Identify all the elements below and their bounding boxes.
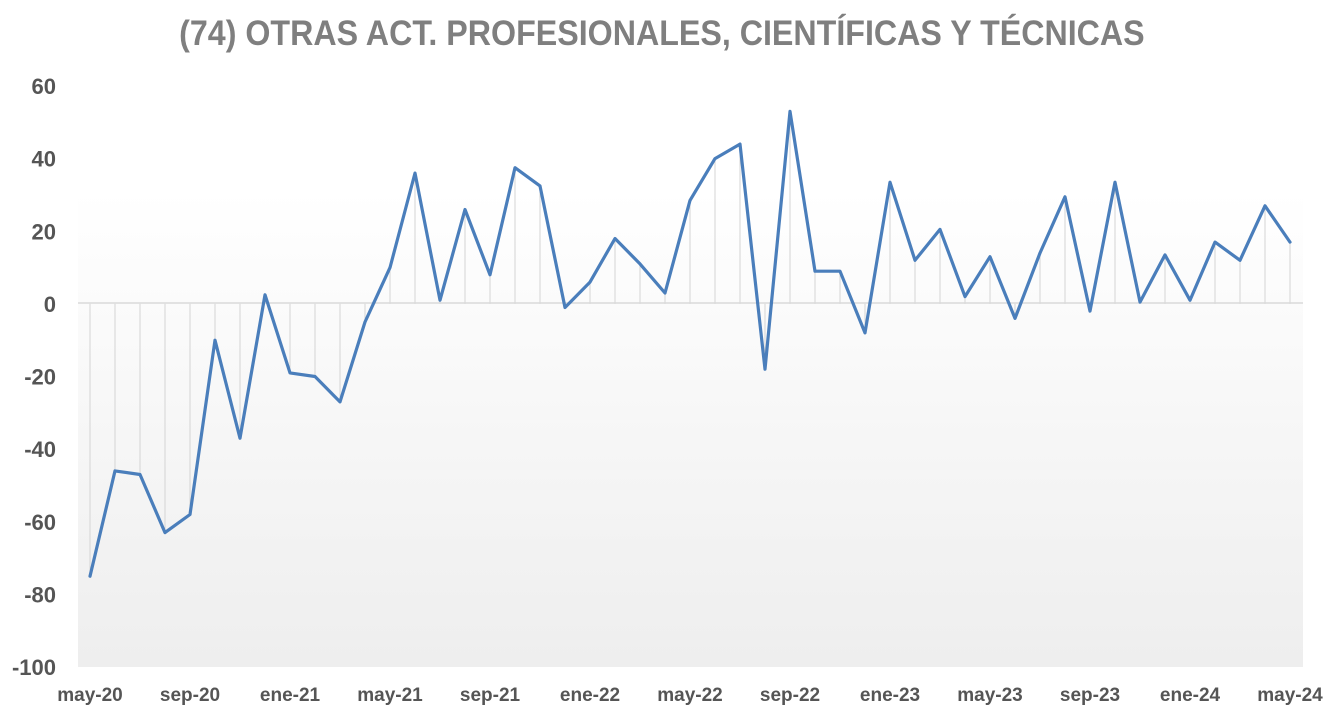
drop-lines [89, 111, 1291, 577]
y-tick-label: -80 [24, 582, 56, 607]
x-tick-label: may-22 [657, 685, 723, 706]
y-tick-label: 20 [32, 219, 56, 244]
x-tick-label: may-23 [957, 685, 1023, 706]
y-axis: 60 40 20 0 -20 -40 -60 -80 -100 [12, 74, 56, 680]
y-tick-label: -20 [24, 365, 56, 390]
series-line [88, 109, 1292, 578]
y-tick-label: 0 [44, 292, 56, 317]
plot-area [78, 86, 1303, 667]
x-tick-label: sep-21 [460, 685, 521, 706]
x-tick-label: may-21 [357, 685, 423, 706]
y-tick-label: -100 [12, 655, 56, 680]
x-tick-label: sep-22 [760, 685, 820, 706]
x-axis: may-20 sep-20 ene-21 may-21 sep-21 ene-22 may-… [57, 685, 1323, 706]
chart-title: (74) OTRAS ACT. PROFESIONALES, CIENTÍFIC… [179, 14, 1145, 53]
y-tick-label: -40 [24, 437, 56, 462]
x-tick-label: ene-21 [260, 685, 321, 706]
x-tick-label: sep-20 [160, 685, 220, 706]
x-tick-label: ene-22 [560, 685, 620, 706]
x-tick-label: ene-24 [1160, 685, 1221, 706]
y-tick-label: 60 [32, 74, 56, 99]
x-tick-label: may-20 [57, 685, 123, 706]
y-tick-label: -60 [24, 510, 56, 535]
x-tick-label: may-24 [1257, 685, 1323, 706]
x-tick-label: sep-23 [1060, 685, 1120, 706]
x-tick-label: ene-23 [860, 685, 920, 706]
y-tick-label: 40 [32, 147, 56, 172]
